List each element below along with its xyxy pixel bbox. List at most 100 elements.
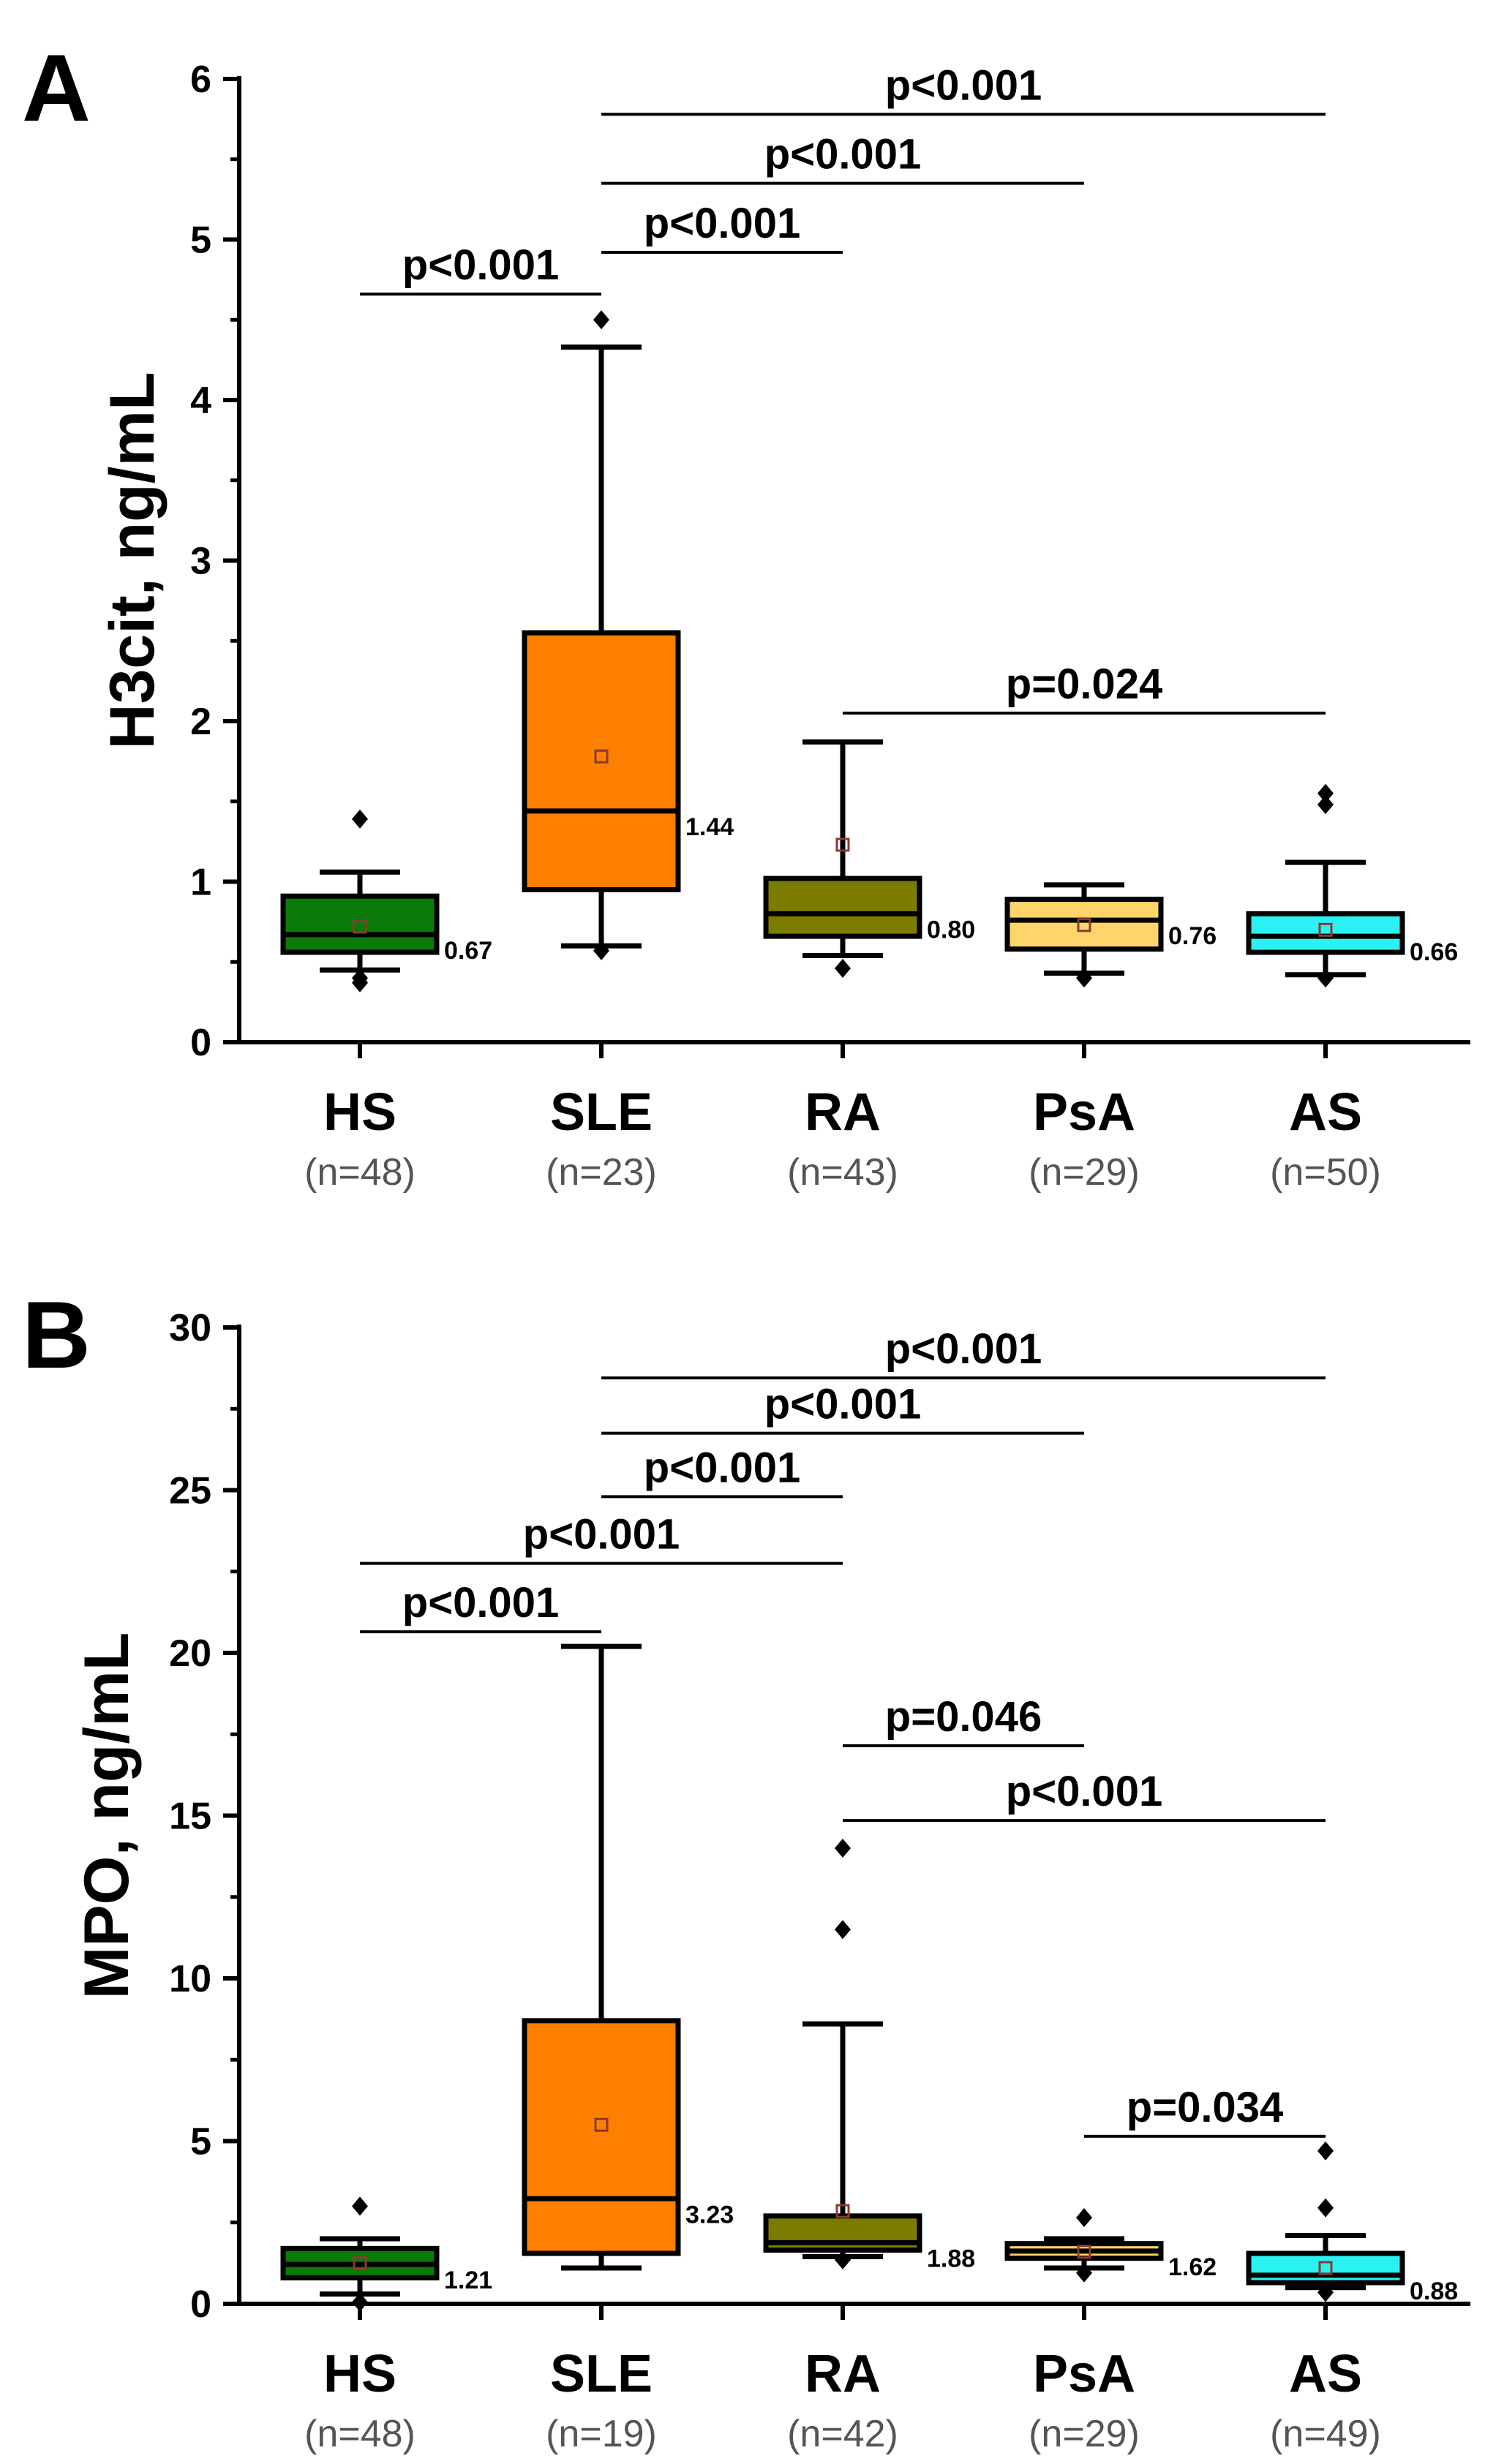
median-value-label: 0.88: [1410, 2277, 1458, 2305]
box-hs: 0.67: [280, 809, 492, 992]
y-tick-label: 6: [190, 59, 211, 101]
outlier-point: [593, 941, 609, 960]
mean-marker: [1077, 918, 1091, 933]
mean-marker: [353, 2256, 367, 2270]
outlier-point: [352, 2292, 368, 2312]
outlier-point: [352, 968, 368, 988]
box-iqr: [522, 2018, 681, 2256]
box-as: 0.66: [1246, 783, 1458, 988]
y-axis-label: MPO, ng/mL: [72, 1632, 142, 2000]
outlier-point: [352, 809, 368, 829]
significance-bracket: p<0.001: [601, 131, 1084, 185]
significance-bracket: p<0.001: [360, 241, 601, 296]
box-psa: 1.62: [1004, 2208, 1217, 2283]
x-category-label: HS: [323, 1083, 396, 1142]
p-value-label: p<0.001: [885, 61, 1042, 109]
y-tick-label: 20: [169, 1632, 211, 1675]
x-sample-size-label: (n=29): [1029, 1151, 1140, 1194]
mean-marker: [594, 2117, 609, 2132]
x-category-label: AS: [1289, 2345, 1362, 2403]
outlier-point: [835, 1839, 851, 1858]
y-tick-label: 4: [190, 380, 211, 422]
mean-marker: [353, 919, 367, 934]
y-axis-label: H3cit, ng/mL: [97, 372, 168, 749]
x-category-label: AS: [1289, 1083, 1362, 1142]
x-sample-size-label: (n=19): [546, 2413, 657, 2455]
significance-bracket: p<0.001: [601, 61, 1326, 116]
box-iqr: [1246, 911, 1405, 955]
significance-bracket: p<0.001: [601, 1444, 843, 1499]
significance-bracket: p<0.001: [360, 1579, 601, 1634]
box-hs: 1.21: [280, 2196, 492, 2312]
x-sample-size-label: (n=43): [787, 1151, 898, 1194]
y-tick-label: 0: [190, 2283, 211, 2326]
outlier-point: [1317, 783, 1334, 803]
box-ra: 1.88: [763, 1839, 975, 2272]
p-value-label: p<0.001: [402, 241, 559, 289]
box-psa: 0.76: [1004, 882, 1217, 988]
median-value-label: 1.44: [685, 813, 734, 841]
median-value-label: 1.21: [444, 2267, 492, 2294]
mean-marker: [835, 837, 850, 852]
y-tick-label: 1: [190, 862, 211, 904]
p-value-label: p<0.001: [644, 1444, 800, 1491]
outlier-point: [835, 2250, 851, 2269]
x-sample-size-label: (n=42): [787, 2413, 898, 2455]
mean-marker: [835, 2204, 850, 2218]
outlier-point: [593, 310, 609, 330]
x-category-label: SLE: [550, 1083, 653, 1142]
mean-marker: [1318, 922, 1333, 937]
x-category-label: HS: [323, 2345, 396, 2403]
box-iqr: [1246, 2250, 1405, 2286]
panel-a: A H3cit, ng/mL 0 1 2 3 4 5 6 0.67 1.44 0.80 0.76 0.66…: [22, 34, 1470, 1194]
box-iqr: [763, 875, 922, 939]
significance-bracket: p<0.001: [360, 1511, 843, 1565]
box-sle: 3.23: [522, 1643, 734, 2271]
x-category-label: RA: [805, 2345, 881, 2403]
x-category-label: SLE: [550, 2345, 653, 2403]
x-sample-size-label: (n=49): [1270, 2413, 1381, 2455]
significance-bracket: p=0.034: [1084, 2084, 1326, 2138]
box-sle: 1.44: [522, 310, 734, 960]
box-ra: 0.80: [763, 739, 975, 979]
median-value-label: 0.80: [927, 916, 975, 943]
outlier-point: [1317, 968, 1334, 988]
panel-b: B MPO, ng/mL 0 5 10 15 20 25 30 1.21 3.23 1.88 1.62 0…: [22, 1281, 1470, 2455]
panel-letter: A: [22, 34, 91, 141]
significance-bracket: p<0.001: [843, 1768, 1326, 1823]
p-value-label: p=0.046: [885, 1693, 1042, 1741]
p-value-label: p<0.001: [764, 1381, 921, 1428]
x-sample-size-label: (n=48): [304, 1151, 416, 1194]
outlier-point: [352, 2196, 368, 2216]
x-sample-size-label: (n=23): [546, 1151, 657, 1194]
p-value-label: p<0.001: [1006, 1768, 1162, 1815]
x-category-label: PsA: [1033, 2345, 1135, 2403]
box-iqr: [280, 893, 440, 955]
outlier-point: [835, 959, 851, 979]
outlier-point: [1317, 2198, 1334, 2218]
outlier-point: [1076, 2208, 1092, 2228]
y-tick-label: 25: [169, 1470, 211, 1512]
significance-bracket: p=0.046: [843, 1693, 1084, 1747]
significance-bracket: p<0.001: [601, 1325, 1326, 1379]
x-sample-size-label: (n=29): [1029, 2413, 1140, 2455]
mean-marker: [594, 749, 609, 764]
p-value-label: p<0.001: [644, 200, 800, 247]
x-category-label: RA: [805, 1083, 881, 1142]
y-tick-label: 3: [190, 540, 211, 583]
p-value-label: p<0.001: [885, 1325, 1042, 1373]
y-tick-label: 30: [169, 1307, 211, 1349]
significance-bracket: p<0.001: [601, 1381, 1084, 1435]
median-value-label: 0.67: [444, 937, 492, 965]
box-as: 0.88: [1246, 2141, 1458, 2305]
median-value-label: 0.66: [1410, 938, 1458, 966]
outlier-point: [1317, 2283, 1334, 2302]
median-value-label: 1.88: [927, 2245, 975, 2272]
panel-letter: B: [22, 1281, 91, 1388]
x-sample-size-label: (n=50): [1270, 1151, 1381, 1194]
median-value-label: 1.62: [1168, 2253, 1217, 2281]
outlier-point: [1317, 795, 1334, 815]
box-iqr: [1004, 897, 1164, 952]
